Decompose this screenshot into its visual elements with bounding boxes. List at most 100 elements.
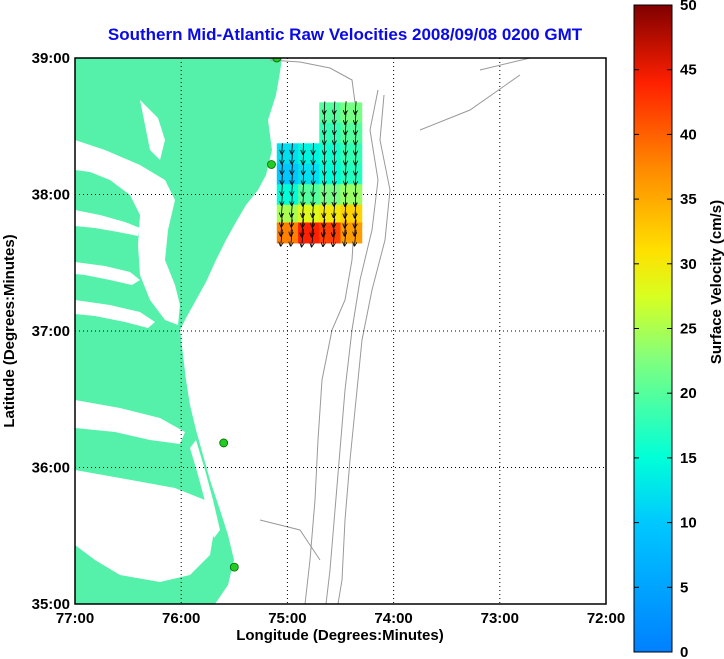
x-tick-label: 72:00 — [587, 610, 625, 627]
velocity-arrow — [282, 143, 283, 154]
x-tick-label: 75:00 — [268, 610, 306, 627]
velocity-arrow — [324, 183, 325, 196]
velocity-arrow — [282, 183, 283, 195]
y-tick-label: 37:00 — [32, 323, 70, 340]
velocity-arrow — [282, 173, 283, 184]
velocity-arrow — [324, 173, 325, 184]
velocity-arrow — [291, 219, 293, 236]
velocity-arrow — [292, 173, 293, 184]
velocity-arrow — [281, 219, 283, 236]
velocity-cell — [340, 143, 363, 165]
station-marker — [229, 562, 239, 572]
velocity-arrow — [334, 152, 335, 165]
velocity-arrow — [333, 229, 335, 246]
velocity-arrow — [355, 152, 356, 165]
velocity-arrow — [282, 193, 283, 205]
velocity-cell — [319, 143, 341, 165]
velocity-arrow — [355, 173, 356, 185]
river-rappahannock — [75, 262, 140, 285]
velocity-cell — [340, 184, 363, 206]
velocity-arrow — [355, 131, 356, 144]
velocity-cell — [276, 163, 299, 185]
velocity-arrow — [292, 183, 293, 195]
velocity-arrow — [281, 213, 282, 227]
velocity-arrow — [344, 219, 346, 236]
velocity-arrow — [334, 142, 335, 155]
velocity-arrow — [302, 228, 304, 247]
velocity-arrow — [334, 132, 335, 144]
velocity-arrow — [324, 101, 325, 113]
x-tick-label: 76:00 — [162, 610, 200, 627]
velocity-arrow — [282, 153, 283, 164]
velocity-arrow — [303, 152, 304, 164]
velocity-cell — [319, 184, 341, 206]
velocity-arrow — [281, 229, 283, 246]
velocity-arrow — [323, 219, 325, 236]
x-tick-label: 74:00 — [374, 610, 412, 627]
velocity-arrow — [345, 212, 346, 227]
colorbar-tick-label: 25 — [680, 321, 697, 338]
velocity-arrow — [345, 152, 346, 165]
velocity-arrow — [313, 193, 314, 205]
velocity-cell — [319, 163, 341, 185]
velocity-arrow — [324, 152, 325, 165]
colorbar-tick-label: 20 — [680, 385, 697, 402]
velocity-arrow — [292, 193, 293, 205]
velocity-arrow — [345, 182, 346, 196]
velocity-arrow — [312, 228, 314, 247]
velocity-arrow — [312, 218, 314, 237]
velocity-arrow — [355, 101, 356, 114]
velocity-arrow — [303, 183, 304, 195]
y-tick-label: 35:00 — [32, 596, 70, 613]
velocity-arrow — [302, 218, 304, 237]
colorbar-tick-label: 50 — [680, 0, 697, 14]
plot-area — [75, 58, 606, 604]
velocity-arrow — [334, 183, 335, 196]
colorbar-tick-label: 5 — [680, 579, 688, 596]
velocity-arrow — [334, 163, 335, 174]
land-mass — [75, 58, 282, 604]
velocity-arrow — [345, 142, 346, 155]
velocity-arrow — [291, 203, 292, 217]
velocity-cell — [276, 222, 299, 244]
velocity-arrow — [345, 111, 346, 124]
velocity-arrow — [355, 192, 356, 206]
velocity-arrow — [355, 212, 356, 227]
velocity-arrow — [334, 212, 335, 228]
velocity-arrow — [345, 101, 346, 114]
x-axis-label: Longitude (Degrees:Minutes) — [236, 627, 444, 644]
velocity-cell — [298, 222, 320, 244]
velocity-arrow — [354, 219, 356, 236]
colorbar-tick-label: 15 — [680, 450, 697, 467]
x-tick-label: 73:00 — [481, 610, 519, 627]
velocity-arrow — [324, 193, 325, 206]
velocity-arrow — [344, 229, 346, 246]
velocity-cell — [340, 122, 363, 144]
station-marker — [267, 160, 276, 169]
velocity-arrow — [345, 192, 346, 206]
velocity-cell — [298, 163, 320, 185]
velocity-arrow — [324, 163, 325, 174]
velocity-cell — [319, 102, 341, 124]
velocity-arrow — [355, 142, 356, 155]
velocity-arrow — [334, 101, 335, 113]
chesapeake-bay — [75, 140, 180, 325]
velocity-arrow — [303, 173, 304, 185]
velocity-arrow — [313, 142, 314, 154]
velocity-arrow — [345, 131, 346, 144]
velocity-cell — [276, 143, 299, 165]
velocity-arrow — [303, 163, 304, 175]
velocity-arrow — [313, 152, 314, 164]
velocity-arrow — [355, 202, 356, 217]
velocity-arrow — [291, 213, 292, 227]
velocity-cell — [340, 222, 363, 244]
velocity-cell — [340, 163, 363, 185]
velocity-arrow — [345, 163, 346, 175]
velocity-arrow — [345, 202, 346, 217]
velocity-arrow — [313, 163, 314, 175]
velocity-arrow — [302, 202, 303, 217]
y-tick-labels: 39:00 38:00 37:00 36:00 35:00 — [32, 50, 70, 613]
pamlico-sound — [75, 470, 215, 582]
